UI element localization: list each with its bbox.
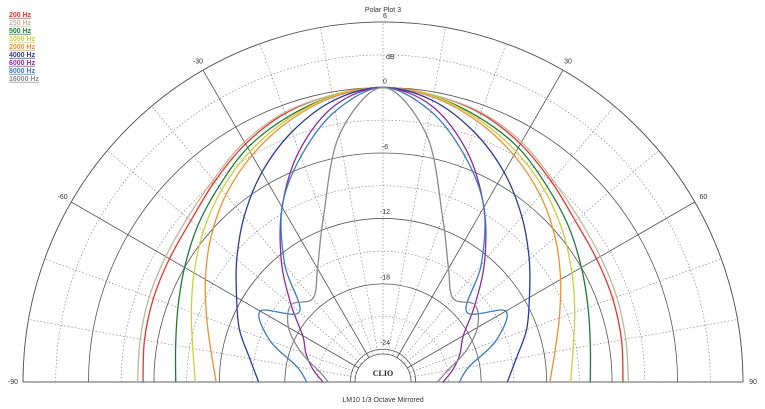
theta-tick-label: 30	[564, 58, 572, 65]
chart-title: Polar Plot 3	[365, 7, 401, 14]
minor-spoke	[151, 106, 366, 361]
minor-spoke	[320, 27, 379, 355]
series-line	[286, 86, 480, 383]
spoke	[407, 201, 695, 369]
r-tick-label: -6	[382, 144, 388, 151]
legend-entry: 250 Hz	[9, 20, 32, 27]
r-tick-label: -24	[380, 340, 390, 347]
legend-entry: 4000 Hz	[9, 52, 36, 59]
spoke	[396, 70, 564, 358]
curves	[136, 86, 630, 383]
legend-entry: 6000 Hz	[9, 60, 36, 67]
legend-entry: 200 Hz	[9, 12, 32, 19]
theta-tick-label: 90	[749, 379, 757, 386]
legend-entry: 1000 Hz	[9, 36, 36, 43]
r-tick-label: 0	[383, 78, 387, 85]
minor-spoke	[44, 258, 357, 373]
r-axis-label: dB	[386, 54, 395, 61]
legend-entry: 2000 Hz	[9, 44, 36, 51]
minor-spoke	[410, 319, 738, 378]
r-tick-label: 6	[383, 13, 387, 20]
minor-spoke	[259, 43, 374, 356]
grid-circle	[284, 283, 482, 383]
grid-circle	[153, 152, 613, 383]
grid-circle	[22, 21, 744, 383]
minor-spoke	[28, 319, 356, 378]
minor-spoke	[409, 258, 722, 373]
minor-spoke	[400, 106, 615, 361]
legend-entry: 16000 Hz	[9, 76, 39, 83]
chart-subtitle: LM10 1/3 Octave Mirrored	[342, 397, 423, 404]
minor-spoke	[392, 43, 507, 356]
minor-grid-circle	[317, 316, 449, 383]
spoke	[202, 70, 370, 358]
r-tick-label: -18	[380, 275, 390, 282]
minor-grid-circle	[120, 119, 646, 383]
logo: CLIO	[373, 369, 393, 378]
minor-spoke	[387, 27, 446, 355]
theta-tick-label: -60	[58, 194, 68, 201]
center-hole	[354, 353, 412, 383]
minor-spoke	[107, 150, 362, 365]
r-tick-label: -12	[380, 209, 390, 216]
legend-entry: 500 Hz	[9, 28, 32, 35]
grid-circle	[349, 349, 417, 383]
grid-circle	[218, 218, 548, 383]
minor-grid-circle	[55, 54, 711, 383]
legend-entry: 8000 Hz	[9, 68, 36, 75]
minor-spoke	[404, 150, 659, 365]
theta-tick-label: 60	[700, 194, 708, 201]
theta-tick-label: -30	[193, 58, 203, 65]
spoke	[71, 201, 359, 369]
theta-tick-label: -90	[8, 379, 18, 386]
